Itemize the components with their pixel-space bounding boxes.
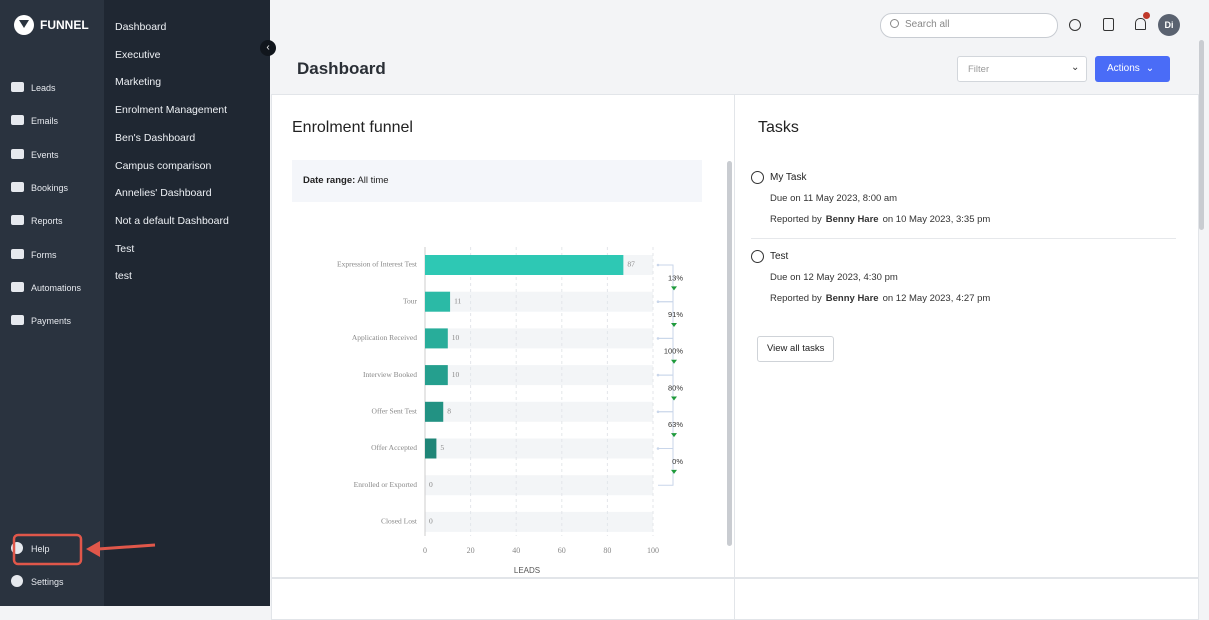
conversion-label: 63% xyxy=(668,420,683,429)
category-label: Closed Lost xyxy=(381,517,418,526)
value-label: 5 xyxy=(440,443,444,452)
category-label: Offer Sent Test xyxy=(372,407,418,416)
category-label: Enrolled or Exported xyxy=(354,480,418,489)
conversion-bracket xyxy=(658,338,673,375)
conversion-label: 13% xyxy=(668,273,683,282)
bracket-dot xyxy=(657,374,660,377)
bracket-dot xyxy=(657,411,660,414)
bracket-dot xyxy=(657,337,660,340)
bar xyxy=(425,402,443,422)
conversion-marker xyxy=(671,396,677,400)
value-label: 10 xyxy=(452,370,460,379)
bracket-dot xyxy=(657,447,660,450)
value-label: 0 xyxy=(429,517,433,526)
x-tick-label: 40 xyxy=(512,546,520,555)
bar-track xyxy=(425,475,653,495)
x-tick-label: 80 xyxy=(603,546,611,555)
x-axis-label: LEADS xyxy=(514,566,540,575)
conversion-bracket xyxy=(658,375,673,412)
conversion-label: 0% xyxy=(672,457,683,466)
category-label: Application Received xyxy=(352,333,417,342)
bracket-dot xyxy=(657,300,660,303)
conversion-marker xyxy=(671,470,677,474)
conversion-bracket xyxy=(658,449,673,486)
category-label: Tour xyxy=(403,296,418,305)
bar xyxy=(425,292,450,312)
conversion-marker xyxy=(671,433,677,437)
conversion-label: 80% xyxy=(668,383,683,392)
category-label: Expression of Interest Test xyxy=(337,260,418,269)
conversion-bracket xyxy=(658,265,673,302)
bar xyxy=(425,255,623,275)
value-label: 11 xyxy=(454,296,461,305)
bracket-dot xyxy=(657,264,660,267)
category-label: Interview Booked xyxy=(363,370,417,379)
conversion-marker xyxy=(671,323,677,327)
bar xyxy=(425,439,436,459)
value-label: 10 xyxy=(452,333,460,342)
category-label: Offer Accepted xyxy=(371,443,417,452)
x-tick-label: 20 xyxy=(467,546,475,555)
conversion-marker xyxy=(671,360,677,364)
value-label: 8 xyxy=(447,407,451,416)
bar-track xyxy=(425,439,653,459)
bar-track xyxy=(425,512,653,532)
value-label: 0 xyxy=(429,480,433,489)
funnel-chart: 020406080100LEADSExpression of Interest … xyxy=(0,0,1209,606)
bar-track xyxy=(425,402,653,422)
conversion-label: 100% xyxy=(664,347,684,356)
x-tick-label: 0 xyxy=(423,546,427,555)
conversion-bracket xyxy=(658,412,673,449)
conversion-label: 91% xyxy=(668,310,683,319)
x-tick-label: 100 xyxy=(647,546,659,555)
page: FUNNEL LeadsEmailsEventsBookingsReportsF… xyxy=(0,0,1209,606)
conversion-bracket xyxy=(658,302,673,339)
conversion-marker xyxy=(671,286,677,290)
bar xyxy=(425,365,448,385)
value-label: 87 xyxy=(627,260,635,269)
x-tick-label: 60 xyxy=(558,546,566,555)
bar xyxy=(425,328,448,348)
